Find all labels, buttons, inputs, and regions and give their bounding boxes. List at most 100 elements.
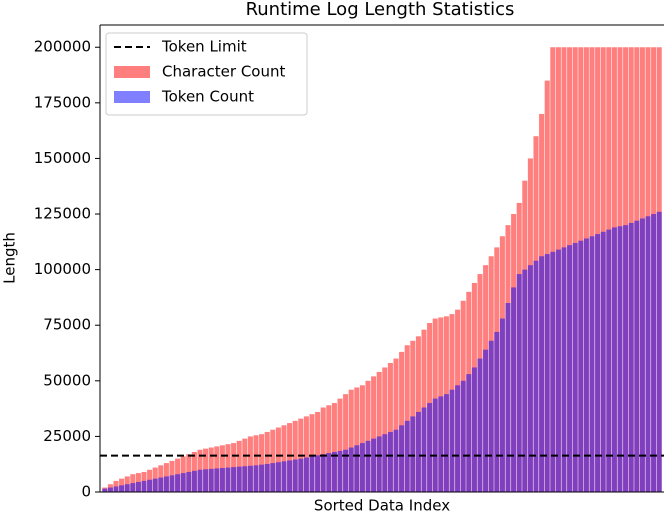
- bar: [410, 416, 416, 492]
- bar: [275, 462, 281, 492]
- bar: [516, 274, 522, 492]
- bar: [404, 420, 410, 492]
- bar: [555, 249, 561, 492]
- bar: [606, 229, 612, 493]
- bar: [124, 484, 130, 492]
- bar: [180, 473, 186, 492]
- bar: [421, 407, 427, 492]
- bar: [527, 265, 533, 492]
- bar: [382, 367, 388, 492]
- bar: [539, 256, 545, 492]
- bar: [259, 464, 265, 492]
- bar: [387, 431, 393, 492]
- bar: [578, 240, 584, 492]
- bar: [169, 475, 175, 492]
- bar: [348, 389, 354, 492]
- bar: [287, 460, 293, 492]
- y-axis-label: Length: [1, 232, 19, 284]
- bar: [376, 436, 382, 492]
- bar: [595, 234, 601, 493]
- bar: [393, 429, 399, 492]
- bar: [208, 468, 214, 492]
- bar: [298, 458, 304, 492]
- bar: [348, 447, 354, 492]
- y-tick-label: 175000: [34, 93, 91, 111]
- bar: [264, 463, 270, 492]
- bar: [611, 227, 617, 492]
- bar: [281, 461, 287, 492]
- bar: [259, 434, 265, 492]
- bar: [645, 216, 651, 492]
- bar: [365, 440, 371, 492]
- bar: [236, 466, 242, 492]
- bar: [186, 471, 192, 492]
- bar: [326, 405, 332, 492]
- bar: [427, 403, 433, 492]
- y-tick-label: 0: [81, 483, 91, 501]
- bar: [399, 351, 405, 492]
- bar: [544, 254, 550, 492]
- bar: [270, 429, 276, 492]
- bar: [343, 394, 349, 492]
- y-tick-label: 50000: [43, 371, 91, 389]
- bar: [191, 470, 197, 492]
- bar: [242, 438, 248, 492]
- bar: [315, 411, 321, 492]
- bar: [443, 394, 449, 492]
- bar: [309, 456, 315, 492]
- bar: [354, 445, 360, 492]
- bar: [499, 318, 505, 492]
- bar: [309, 414, 315, 492]
- legend-swatch: [114, 91, 150, 103]
- bar: [130, 483, 136, 492]
- bar: [583, 238, 589, 492]
- bar: [359, 443, 365, 492]
- bar: [404, 345, 410, 492]
- bar: [365, 380, 371, 492]
- bar: [158, 477, 164, 492]
- bar: [320, 407, 326, 492]
- bar: [152, 478, 158, 492]
- bar: [337, 450, 343, 492]
- legend-label: Token Limit: [161, 38, 247, 56]
- x-axis-label: Sorted Data Index: [314, 497, 450, 515]
- bar: [477, 358, 483, 492]
- bar: [253, 465, 259, 492]
- bar: [303, 416, 309, 492]
- bar: [382, 434, 388, 492]
- bar: [438, 396, 444, 492]
- bar: [270, 463, 276, 492]
- bar: [623, 225, 629, 492]
- bar: [628, 222, 634, 492]
- bar: [505, 302, 511, 492]
- bar: [589, 236, 595, 492]
- bar: [225, 467, 231, 492]
- bar: [651, 214, 657, 492]
- y-tick-label: 100000: [34, 260, 91, 278]
- bar: [214, 468, 220, 492]
- bar: [331, 451, 337, 492]
- bar: [471, 367, 477, 492]
- bar: [522, 269, 528, 492]
- bar: [326, 453, 332, 492]
- bar: [466, 374, 472, 492]
- bar: [432, 398, 438, 492]
- bar: [141, 480, 147, 492]
- bar: [102, 488, 108, 492]
- bar: [264, 431, 270, 492]
- bar: [455, 385, 461, 492]
- bar: [197, 469, 203, 492]
- y-tick-label: 125000: [34, 205, 91, 223]
- bar: [175, 474, 181, 492]
- bar: [483, 349, 489, 492]
- bar: [600, 231, 606, 493]
- bar: [354, 387, 360, 492]
- bar: [561, 247, 567, 492]
- bar: [371, 438, 377, 492]
- y-tick-label: 25000: [43, 427, 91, 445]
- bar: [292, 420, 298, 492]
- legend-label: Character Count: [162, 63, 285, 81]
- bar: [203, 469, 209, 492]
- bar: [303, 457, 309, 492]
